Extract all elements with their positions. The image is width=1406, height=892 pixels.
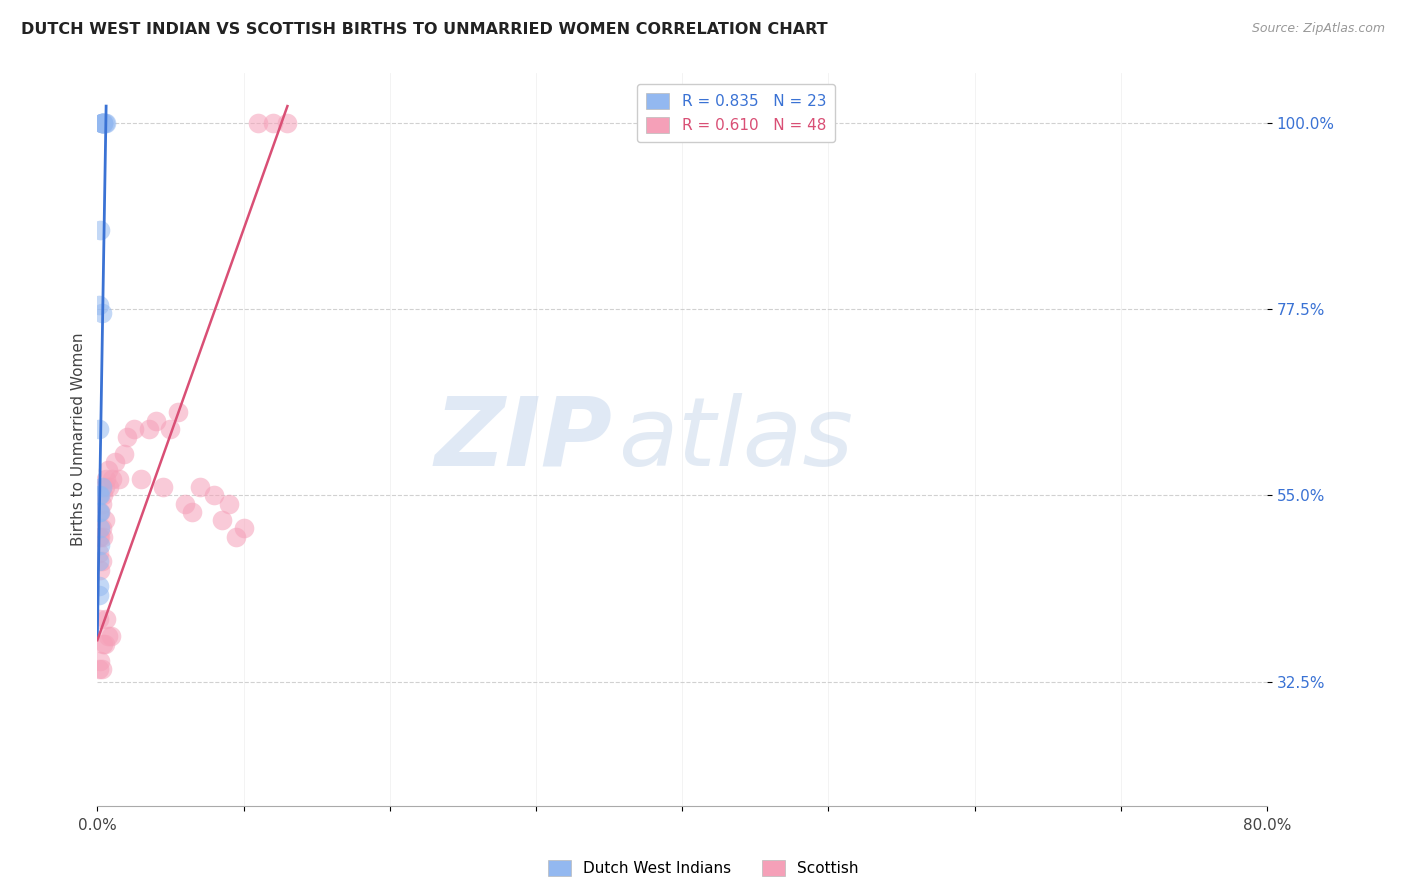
- Point: [87, 530, 110, 544]
- Text: DUTCH WEST INDIAN VS SCOTTISH BIRTHS TO UNMARRIED WOMEN CORRELATION CHART: DUTCH WEST INDIAN VS SCOTTISH BIRTHS TO …: [21, 22, 828, 37]
- Point: [89, 538, 111, 552]
- Point: [91, 116, 114, 130]
- Point: [87, 488, 110, 502]
- Point: [93, 480, 115, 494]
- Point: [188, 480, 211, 494]
- Point: [87, 588, 110, 602]
- Point: [276, 116, 298, 130]
- Point: [89, 505, 111, 519]
- Point: [87, 546, 110, 560]
- Point: [100, 629, 122, 643]
- Point: [115, 430, 138, 444]
- Legend: Dutch West Indians, Scottish: Dutch West Indians, Scottish: [541, 855, 865, 882]
- Point: [262, 116, 284, 130]
- Point: [232, 521, 254, 535]
- Text: ZIP: ZIP: [434, 392, 612, 486]
- Point: [87, 554, 110, 568]
- Point: [98, 480, 121, 494]
- Point: [211, 513, 233, 527]
- Legend: R = 0.835   N = 23, R = 0.610   N = 48: R = 0.835 N = 23, R = 0.610 N = 48: [637, 84, 835, 142]
- Point: [91, 488, 114, 502]
- Point: [108, 472, 131, 486]
- Point: [89, 563, 111, 577]
- Point: [94, 116, 117, 130]
- Point: [94, 472, 117, 486]
- Y-axis label: Births to Unmarried Women: Births to Unmarried Women: [72, 333, 86, 546]
- Point: [90, 116, 112, 130]
- Point: [90, 521, 112, 535]
- Point: [90, 554, 112, 568]
- Point: [174, 497, 197, 511]
- Point: [104, 455, 127, 469]
- Point: [94, 612, 117, 626]
- Point: [93, 637, 115, 651]
- Point: [89, 530, 111, 544]
- Point: [87, 612, 110, 626]
- Point: [181, 505, 204, 519]
- Point: [91, 116, 114, 130]
- Point: [90, 116, 112, 130]
- Point: [87, 579, 110, 593]
- Point: [87, 298, 110, 312]
- Point: [101, 472, 124, 486]
- Point: [87, 662, 110, 676]
- Point: [97, 463, 120, 477]
- Text: atlas: atlas: [617, 392, 853, 486]
- Point: [218, 497, 240, 511]
- Point: [89, 654, 111, 668]
- Text: 80.0%: 80.0%: [1243, 818, 1291, 833]
- Point: [90, 497, 112, 511]
- Point: [93, 513, 115, 527]
- Point: [122, 422, 145, 436]
- Point: [166, 405, 188, 419]
- Point: [145, 414, 167, 428]
- Point: [93, 116, 115, 130]
- Point: [89, 488, 111, 502]
- Point: [225, 530, 247, 544]
- Text: Source: ZipAtlas.com: Source: ZipAtlas.com: [1251, 22, 1385, 36]
- Point: [152, 480, 174, 494]
- Point: [90, 480, 112, 494]
- Point: [89, 521, 111, 535]
- Point: [202, 488, 225, 502]
- Point: [87, 422, 110, 436]
- Point: [112, 447, 135, 461]
- Point: [91, 116, 114, 130]
- Text: 0.0%: 0.0%: [77, 818, 117, 833]
- Point: [89, 505, 111, 519]
- Point: [129, 472, 152, 486]
- Point: [89, 223, 111, 237]
- Point: [138, 422, 160, 436]
- Point: [90, 662, 112, 676]
- Point: [159, 422, 181, 436]
- Point: [87, 505, 110, 519]
- Point: [91, 637, 114, 651]
- Point: [247, 116, 270, 130]
- Point: [90, 306, 112, 320]
- Point: [90, 116, 112, 130]
- Point: [90, 116, 112, 130]
- Point: [91, 530, 114, 544]
- Point: [97, 629, 120, 643]
